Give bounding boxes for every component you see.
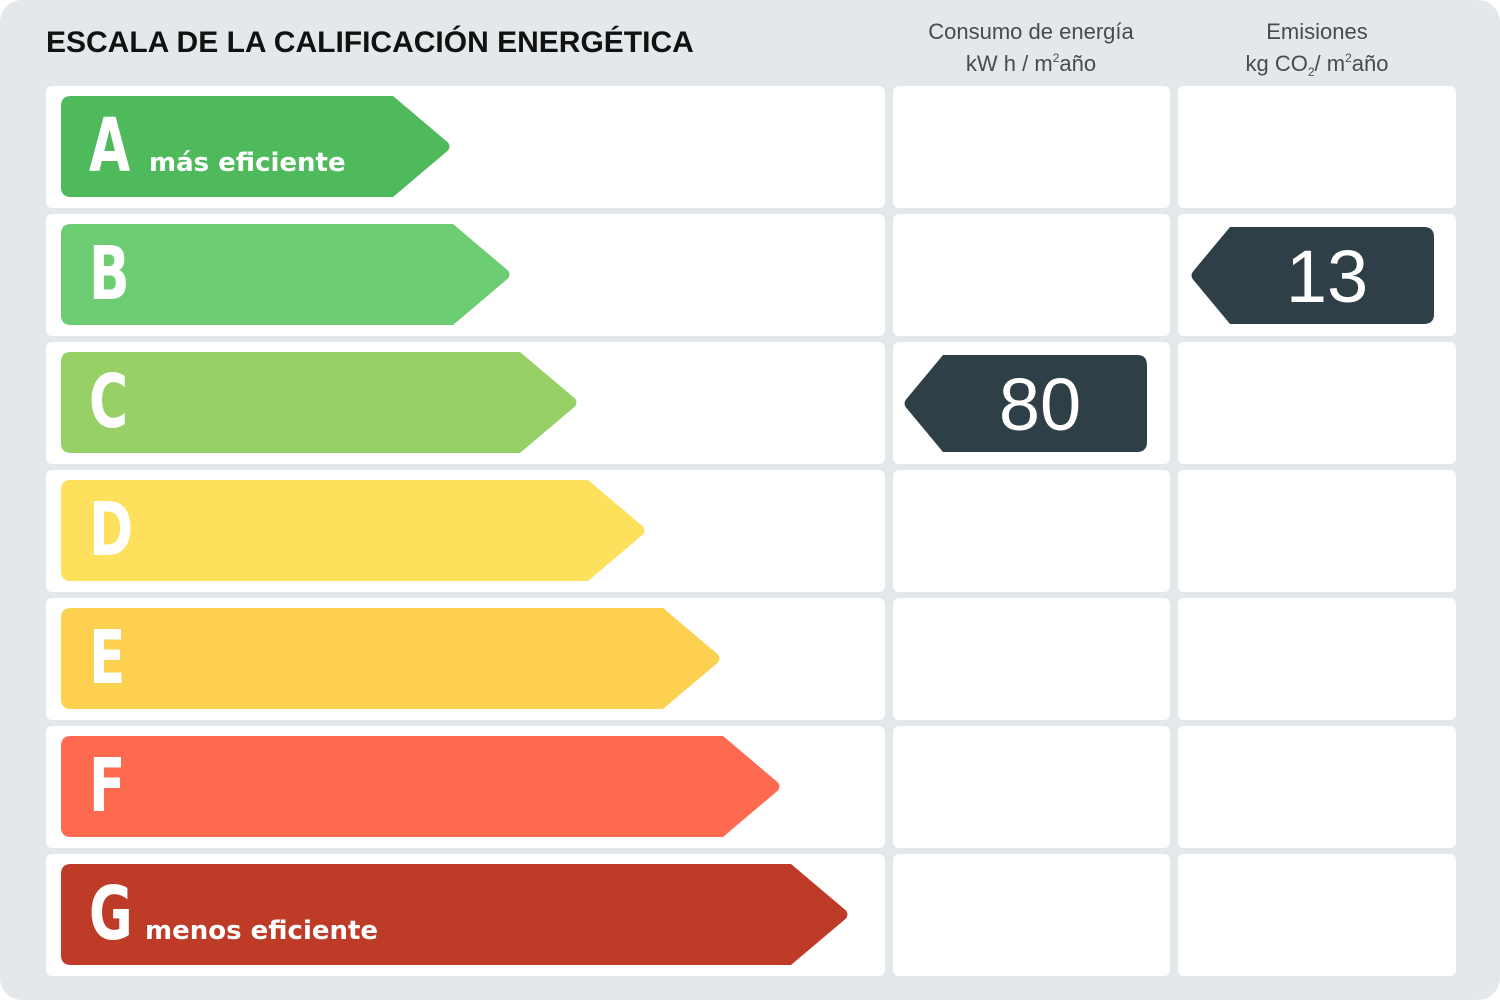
emisiones-cell-a <box>1178 86 1456 208</box>
rating-arrow-f: F <box>61 736 781 837</box>
rating-arrow-shape-f <box>61 736 780 837</box>
rating-letter-c: C <box>89 359 129 445</box>
rating-letter-e: E <box>89 615 126 701</box>
rating-letter-a: A <box>89 103 131 189</box>
rating-arrow-shape-b <box>61 224 510 325</box>
emisiones-indicator: 13 <box>1190 227 1434 324</box>
scale-title: ESCALA DE LA CALIFICACIÓN ENERGÉTICA <box>46 26 694 59</box>
rating-arrow-shape-e <box>61 608 720 709</box>
rating-arrow-e: E <box>61 608 721 709</box>
consumo-header-label: Consumo de energía <box>928 19 1134 44</box>
rating-label-a: más eficiente <box>149 148 346 178</box>
consumo-cell-e <box>893 598 1170 720</box>
consumo-cell-a <box>893 86 1170 208</box>
consumo-cell-f <box>893 726 1170 848</box>
emisiones-indicator-shape <box>1191 227 1434 324</box>
emisiones-cell-e <box>1178 598 1456 720</box>
consumo-cell-b <box>893 214 1170 336</box>
rating-arrow-shape-a <box>61 96 450 197</box>
rating-label-g: menos eficiente <box>145 916 379 946</box>
rating-arrow-d: D <box>61 480 646 581</box>
rating-arrow-b: B <box>61 224 511 325</box>
consumo-indicator-shape <box>904 355 1147 452</box>
consumo-cell-g <box>893 854 1170 976</box>
emisiones-header-label: Emisiones <box>1266 19 1368 44</box>
rating-letter-g: G <box>89 871 133 957</box>
rating-letter-b: B <box>89 231 130 317</box>
emisiones-column-header: Emisiones kg CO2/ m2año <box>1178 18 1456 86</box>
emisiones-cell-g <box>1178 854 1456 976</box>
consumo-unit: kW h / m2año <box>965 51 1097 76</box>
emisiones-cell-d <box>1178 470 1456 592</box>
consumo-column-header: Consumo de energía kW h / m2año <box>892 18 1170 77</box>
emisiones-indicator-value: 13 <box>1285 235 1369 318</box>
consumo-indicator-value: 80 <box>998 363 1082 446</box>
consumo-cell-d <box>893 470 1170 592</box>
rating-letter-d: D <box>89 487 134 573</box>
emisiones-cell-c <box>1178 342 1456 464</box>
rating-arrow-c: C <box>61 352 578 453</box>
emisiones-cell-f <box>1178 726 1456 848</box>
rating-letter-f: F <box>89 743 126 829</box>
consumo-indicator: 80 <box>903 355 1147 452</box>
rating-arrow-shape-c <box>61 352 577 453</box>
rating-arrow-shape-d <box>61 480 645 581</box>
emisiones-unit: kg CO2/ m2año <box>1245 51 1389 79</box>
rating-arrow-shape-g <box>61 864 848 965</box>
